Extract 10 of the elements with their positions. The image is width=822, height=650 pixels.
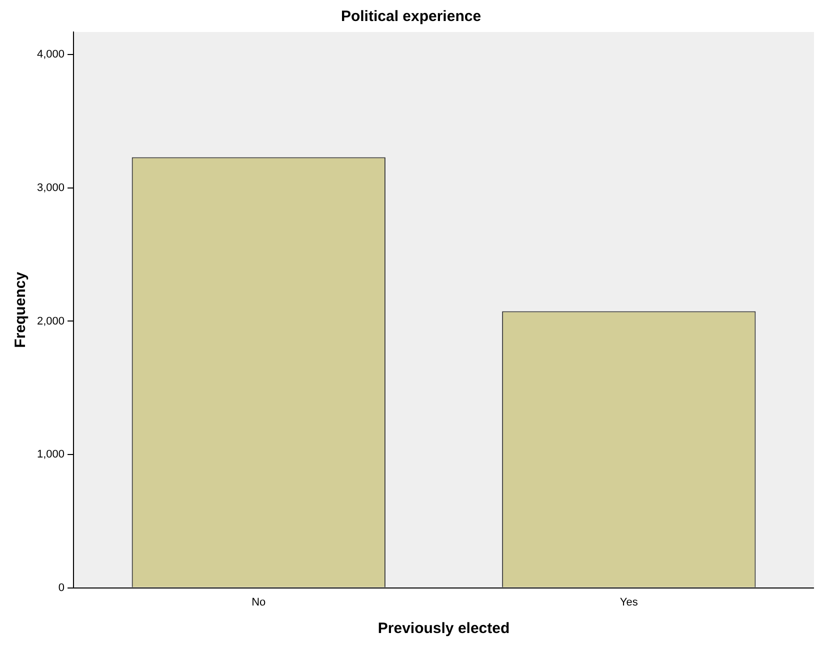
y-tick-label: 4,000 bbox=[36, 48, 65, 61]
y-tick-label: 2,000 bbox=[36, 315, 65, 328]
x-tick-label: Yes bbox=[620, 596, 638, 608]
x-axis-title: Previously elected bbox=[378, 620, 510, 638]
y-tick-label: 1,000 bbox=[36, 448, 65, 461]
x-tick-label: No bbox=[252, 596, 266, 608]
chart-title: Political experience bbox=[340, 8, 482, 26]
y-tick-label: 3,000 bbox=[36, 182, 65, 194]
y-tick-label: 0 bbox=[58, 582, 65, 594]
y-axis-title: Frequency bbox=[12, 271, 30, 348]
